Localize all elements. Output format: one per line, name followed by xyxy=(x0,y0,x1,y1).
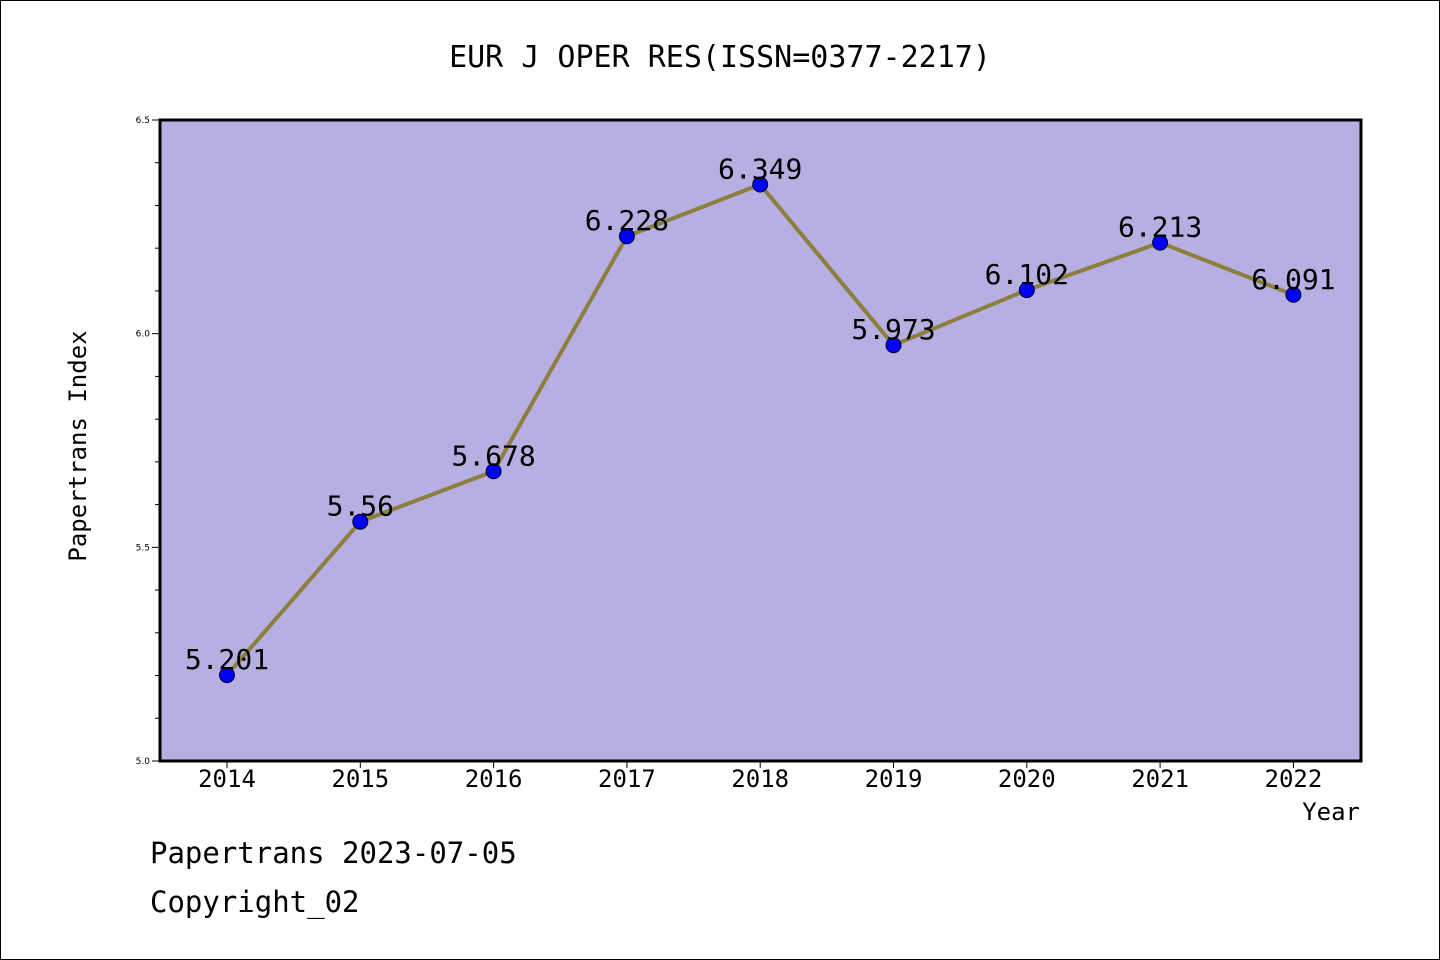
y-tick-label: 6.5 xyxy=(136,116,150,126)
x-tick-label: 2019 xyxy=(865,765,923,793)
x-tick-label: 2018 xyxy=(731,765,789,793)
data-label: 6.102 xyxy=(985,258,1069,291)
data-label: 6.349 xyxy=(718,153,802,186)
data-point xyxy=(618,228,635,245)
y-tick-label: 5.5 xyxy=(136,543,150,553)
data-point xyxy=(1285,286,1302,303)
data-point xyxy=(219,667,235,684)
data-label: 5.973 xyxy=(851,313,935,346)
footer-copyright: Copyright_02 xyxy=(150,885,360,919)
data-point xyxy=(485,463,502,480)
data-label: 6.091 xyxy=(1251,263,1335,296)
y-tick-label: 6.0 xyxy=(136,330,151,340)
x-tick-label: 2017 xyxy=(598,765,656,793)
plot-area xyxy=(158,118,1363,763)
data-labels: 5.201 5.56 5.678 6.228 6.349 5.973 6.102 6.213 6… xyxy=(185,153,1336,677)
data-label: 5.201 xyxy=(185,643,269,676)
chart-title: EUR J OPER RES(ISSN=0377-2217) xyxy=(449,40,991,75)
data-point xyxy=(1152,234,1169,251)
x-tick-label: 2016 xyxy=(465,765,523,793)
x-tick-label: 2015 xyxy=(331,765,389,793)
data-point xyxy=(352,513,369,530)
y-axis-label: Papertrans Index xyxy=(64,330,92,561)
x-axis-label: Year xyxy=(1302,798,1360,826)
series-markers xyxy=(219,176,1302,684)
x-tick-label: 2021 xyxy=(1131,765,1189,793)
data-point xyxy=(885,337,902,354)
axis-ticks: 5.0 5.5 6.0 6.5 2014 2015 2016 2017 2018 2019 2020… xyxy=(136,116,1323,793)
data-label: 6.228 xyxy=(585,204,669,237)
x-tick-label: 2022 xyxy=(1265,765,1323,793)
data-point xyxy=(752,176,769,193)
x-tick-label: 2020 xyxy=(998,765,1056,793)
data-label: 5.56 xyxy=(327,490,394,523)
y-tick-label: 5.0 xyxy=(136,757,151,767)
data-label: 6.213 xyxy=(1118,211,1202,244)
footer-date: Papertrans 2023-07-05 xyxy=(150,836,517,870)
data-point xyxy=(1018,282,1035,299)
x-tick-label: 2014 xyxy=(198,765,256,793)
data-label: 5.678 xyxy=(451,439,535,472)
